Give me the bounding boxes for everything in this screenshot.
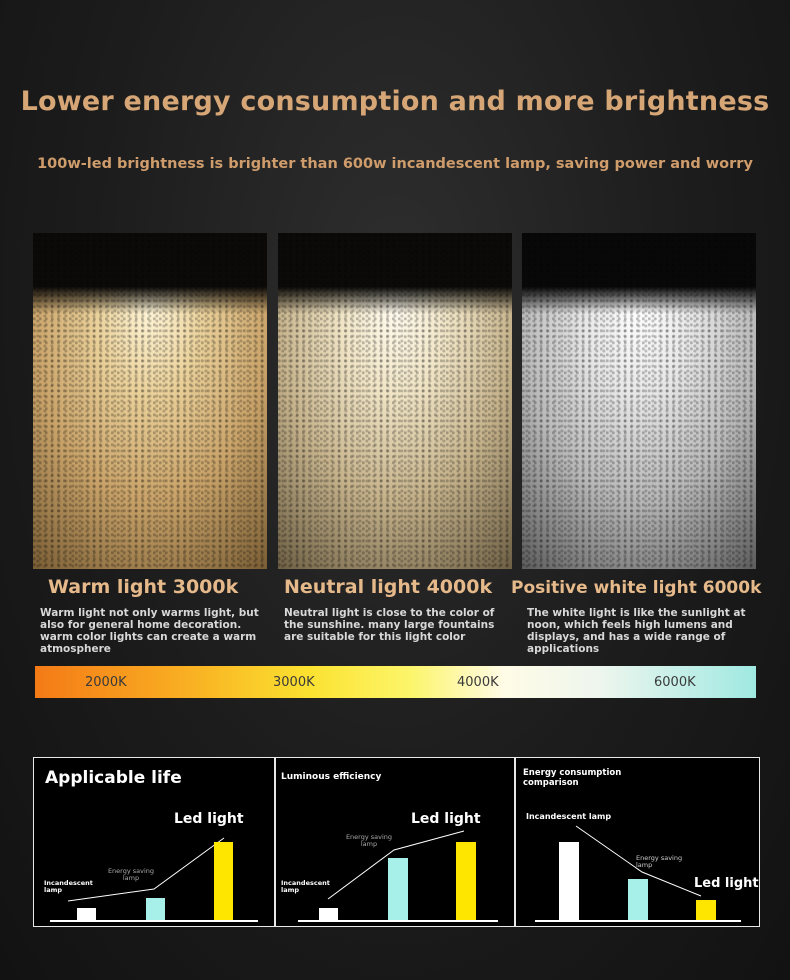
energy-consumption-card: Energy consumption comparison Incandesce… bbox=[515, 757, 760, 927]
card-title: Energy consumption comparison bbox=[523, 768, 622, 788]
page-subtitle: 100w-led brightness is brighter than 600… bbox=[37, 156, 753, 172]
card-title: Applicable life bbox=[45, 768, 182, 788]
trend-line bbox=[327, 830, 465, 900]
color-temperature-scale: 2000K 3000K 4000K 6000K bbox=[35, 666, 756, 698]
warm-light-description: Warm light not only warms light, but als… bbox=[40, 607, 259, 655]
scale-label-2000k: 2000K bbox=[85, 675, 127, 690]
energy-saving-bar bbox=[146, 898, 165, 920]
led-bar bbox=[456, 842, 476, 920]
scale-label-4000k: 4000K bbox=[457, 675, 499, 690]
scale-label-6000k: 6000K bbox=[654, 675, 696, 690]
incandescent-label: Incandescent lamp bbox=[44, 879, 93, 894]
x-axis bbox=[535, 920, 741, 922]
neutral-light-panel bbox=[278, 233, 512, 569]
card-title: Luminous efficiency bbox=[281, 772, 382, 782]
x-axis bbox=[298, 920, 498, 922]
white-light-label: Positive white light 6000k bbox=[511, 578, 762, 598]
warm-light-panel bbox=[33, 233, 267, 569]
led-label: Led light bbox=[411, 811, 481, 827]
x-axis bbox=[50, 920, 258, 922]
neutral-light-description: Neutral light is close to the color of t… bbox=[284, 607, 495, 643]
luminous-efficiency-card: Luminous efficiency Incandescent lamp En… bbox=[275, 757, 515, 927]
white-light-panel bbox=[522, 233, 756, 569]
incandescent-bar bbox=[77, 908, 96, 920]
applicable-life-card: Applicable life Incandescent lamp Energy… bbox=[33, 757, 275, 927]
incandescent-bar bbox=[559, 842, 579, 920]
trend-line bbox=[575, 825, 702, 897]
energy-saving-bar bbox=[628, 879, 648, 920]
white-light-description: The white light is like the sunlight at … bbox=[527, 607, 746, 655]
energy-saving-label: Energy saving lamp bbox=[636, 854, 683, 869]
energy-saving-label: Energy saving lamp bbox=[107, 867, 155, 882]
led-bar bbox=[214, 842, 233, 920]
led-bar bbox=[696, 900, 716, 920]
led-label: Led light bbox=[174, 811, 244, 827]
scale-label-3000k: 3000K bbox=[273, 675, 315, 690]
trend-line bbox=[67, 837, 225, 902]
page-title: Lower energy consumption and more bright… bbox=[20, 86, 770, 117]
warm-light-label: Warm light 3000k bbox=[48, 576, 239, 598]
energy-saving-label: Energy saving lamp bbox=[345, 833, 393, 848]
led-label: Led light bbox=[694, 876, 759, 891]
neutral-light-label: Neutral light 4000k bbox=[284, 576, 493, 598]
incandescent-label: Incandescent lamp bbox=[281, 879, 330, 894]
energy-saving-bar bbox=[388, 858, 408, 920]
incandescent-label: Incandescent lamp bbox=[526, 812, 612, 821]
incandescent-bar bbox=[319, 908, 338, 920]
